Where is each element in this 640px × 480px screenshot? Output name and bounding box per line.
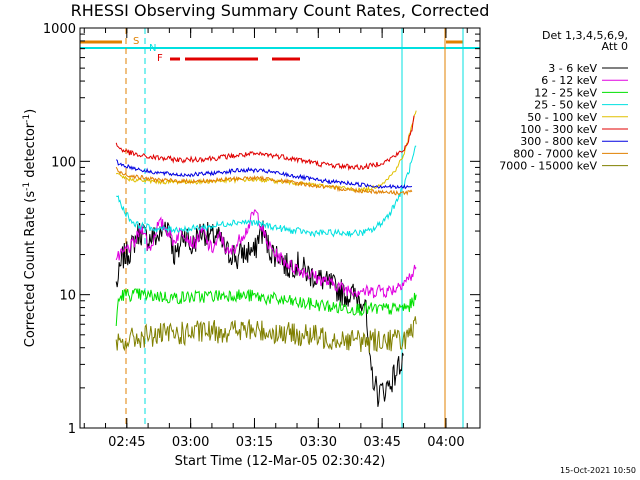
marker-label-f: F <box>157 53 163 64</box>
legend-label: 800 - 7000 keV <box>513 147 597 160</box>
y-axis-label-mid: detector <box>23 122 38 182</box>
legend-label: 6 - 12 keV <box>541 74 597 87</box>
legend-label: 300 - 800 keV <box>520 135 597 148</box>
legend-label: 12 - 25 keV <box>534 86 597 99</box>
x-tick-label: 03:15 <box>236 435 273 450</box>
series-line <box>115 316 417 353</box>
x-axis-label: Start Time (12-Mar-05 02:30:42) <box>175 454 386 469</box>
axes-border <box>79 27 481 429</box>
series-line <box>115 159 413 190</box>
legend-label: 25 - 50 keV <box>534 99 597 112</box>
marker-label-s: S <box>133 36 139 47</box>
legend-label: 7000 - 15000 keV <box>499 160 597 173</box>
y-axis-label-end: ) <box>23 109 38 114</box>
series-line <box>115 115 415 171</box>
legend-header-2: Att 0 <box>602 40 628 53</box>
y-axis-label-main: Corrected Count Rate (s <box>23 191 38 348</box>
legend-label: 3 - 6 keV <box>548 62 597 75</box>
legend-header-1: Det 1,3,4,5,6,9, <box>542 29 628 42</box>
x-tick-label: 02:45 <box>108 435 145 450</box>
y-axis-label: Corrected Count Rate (s-1 detector-1) <box>22 109 38 347</box>
series-line <box>115 209 417 299</box>
legend-label: 100 - 300 keV <box>520 123 597 136</box>
x-tick-label: 03:30 <box>300 435 337 450</box>
y-tick-label: 1 <box>68 422 76 437</box>
series-line <box>115 288 417 327</box>
series-lines <box>115 110 417 407</box>
chart-title: RHESSI Observing Summary Count Rates, Co… <box>71 1 490 20</box>
x-tick-label: 03:00 <box>172 435 209 450</box>
y-tick-label: 1000 <box>43 22 76 37</box>
y-axis-label-sup2: -1 <box>22 114 32 123</box>
y-axis-label-sup1: -1 <box>22 182 32 191</box>
series-line <box>115 145 417 238</box>
axes-frame <box>79 27 481 429</box>
legend-label: 50 - 100 keV <box>527 111 597 124</box>
timestamp: 15-Oct-2021 10:50 <box>560 466 636 475</box>
x-axis-ticks: 02:45 03:00 03:15 03:30 03:45 04:00 <box>83 28 468 450</box>
y-axis-ticks: 1 10 100 1000 <box>43 22 480 437</box>
y-tick-label: 10 <box>59 289 76 304</box>
y-tick-label: 100 <box>51 155 76 170</box>
observing-markers: SNF <box>80 28 480 428</box>
x-tick-label: 04:00 <box>427 435 464 450</box>
x-tick-label: 03:45 <box>363 435 400 450</box>
series-line <box>115 166 413 196</box>
marker-label-n: N <box>149 43 156 54</box>
